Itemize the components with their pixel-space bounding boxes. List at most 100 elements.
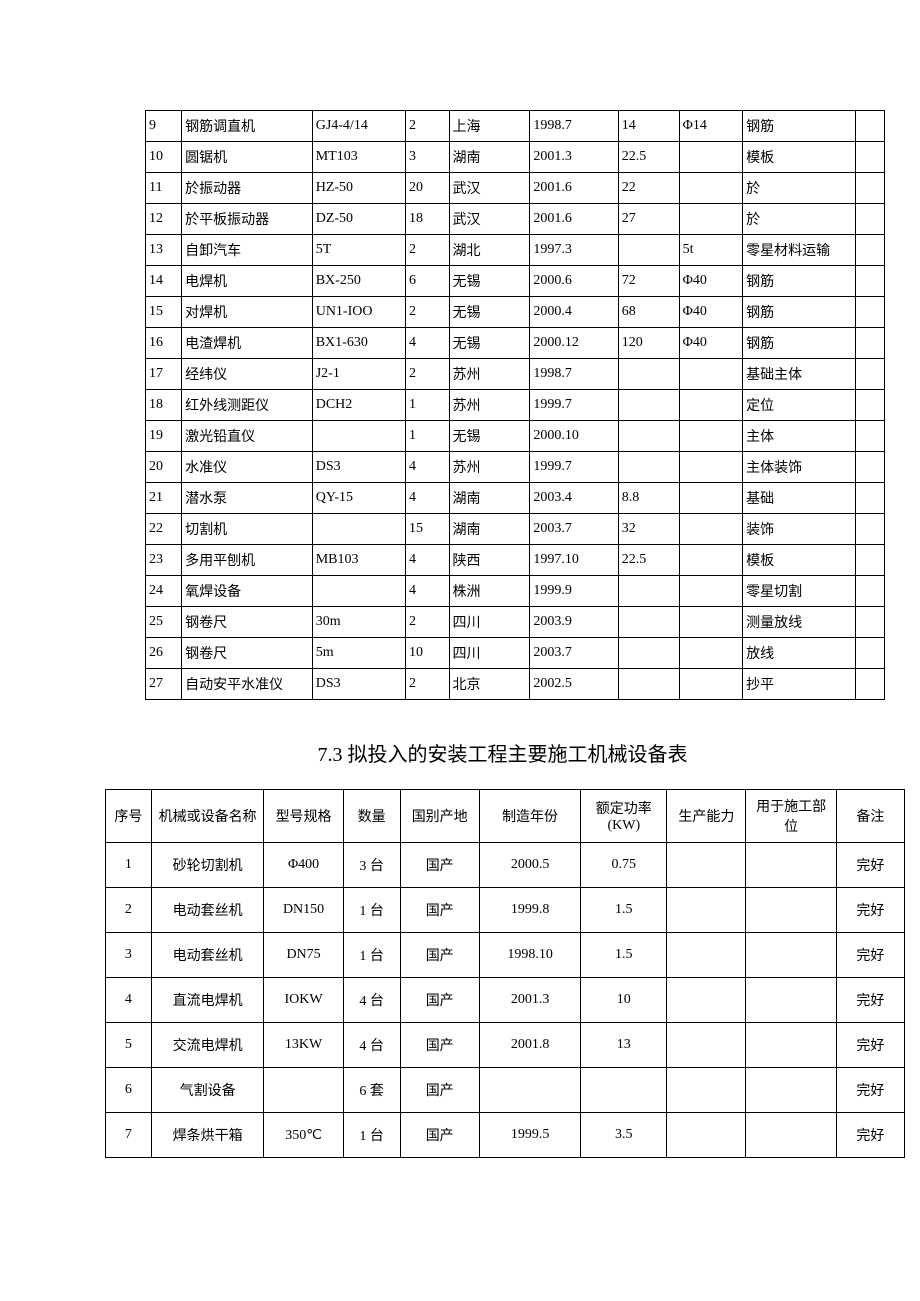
table-cell: 20 bbox=[406, 173, 450, 204]
table-cell bbox=[856, 359, 885, 390]
table-cell: 对焊机 bbox=[182, 297, 313, 328]
table-cell: 32 bbox=[618, 514, 679, 545]
table-cell bbox=[618, 421, 679, 452]
table-cell: DS3 bbox=[312, 452, 405, 483]
table-row: 22切割机15湖南2003.732装饰 bbox=[146, 514, 885, 545]
table-cell bbox=[618, 669, 679, 700]
table-cell: DZ-50 bbox=[312, 204, 405, 235]
table-cell: 基础 bbox=[743, 483, 856, 514]
table-cell bbox=[667, 1068, 746, 1113]
table-header-cell: 序号 bbox=[106, 790, 152, 843]
table-row: 12於平板振动器DZ-5018武汉2001.627於 bbox=[146, 204, 885, 235]
table-header-cell: 数量 bbox=[343, 790, 400, 843]
table-header-cell: 机械或设备名称 bbox=[151, 790, 264, 843]
table-cell: 16 bbox=[146, 328, 182, 359]
table-cell: Φ40 bbox=[679, 328, 742, 359]
table-cell: 北京 bbox=[449, 669, 530, 700]
table-cell: 26 bbox=[146, 638, 182, 669]
table-cell: 17 bbox=[146, 359, 182, 390]
table-cell: 於振动器 bbox=[182, 173, 313, 204]
table-header-cell: 生产能力 bbox=[667, 790, 746, 843]
table-cell: 零星切割 bbox=[743, 576, 856, 607]
table-cell: 武汉 bbox=[449, 204, 530, 235]
table-cell: 1.5 bbox=[581, 933, 667, 978]
table-cell bbox=[679, 607, 742, 638]
table-cell: 红外线测距仪 bbox=[182, 390, 313, 421]
table-cell: 国产 bbox=[400, 978, 479, 1023]
table-cell bbox=[581, 1068, 667, 1113]
table-header-cell: 国别产地 bbox=[400, 790, 479, 843]
table-cell: 1 bbox=[106, 843, 152, 888]
table-cell bbox=[856, 297, 885, 328]
table-cell: BX-250 bbox=[312, 266, 405, 297]
table-cell: 3 bbox=[406, 142, 450, 173]
table-cell: 2001.3 bbox=[530, 142, 618, 173]
table-cell: 2003.4 bbox=[530, 483, 618, 514]
table-cell: 激光铅直仪 bbox=[182, 421, 313, 452]
table-cell: 零星材料运输 bbox=[743, 235, 856, 266]
table-cell bbox=[679, 669, 742, 700]
table-cell: Φ400 bbox=[264, 843, 343, 888]
table-cell bbox=[746, 933, 836, 978]
table-cell bbox=[679, 514, 742, 545]
table-cell: 电动套丝机 bbox=[151, 888, 264, 933]
table-cell: 27 bbox=[146, 669, 182, 700]
table-row: 2电动套丝机DN1501 台国产1999.81.5完好 bbox=[106, 888, 905, 933]
table-row: 25钢卷尺30m2四川2003.9测量放线 bbox=[146, 607, 885, 638]
table-cell bbox=[856, 142, 885, 173]
section-title: 7.3 拟投入的安装工程主要施工机械设备表 bbox=[145, 738, 860, 767]
table-cell: 无锡 bbox=[449, 328, 530, 359]
table-cell bbox=[667, 1023, 746, 1068]
table-cell: 11 bbox=[146, 173, 182, 204]
table-cell: 18 bbox=[146, 390, 182, 421]
table-cell: 国产 bbox=[400, 1023, 479, 1068]
table-cell: 21 bbox=[146, 483, 182, 514]
table-cell: 4 bbox=[406, 576, 450, 607]
table-cell: 湖北 bbox=[449, 235, 530, 266]
table-cell: 9 bbox=[146, 111, 182, 142]
table-cell: GJ4-4/14 bbox=[312, 111, 405, 142]
table-cell: 钢筋 bbox=[743, 111, 856, 142]
table-cell: 潜水泵 bbox=[182, 483, 313, 514]
table-cell: 於 bbox=[743, 173, 856, 204]
table-cell bbox=[856, 173, 885, 204]
table-cell: 放线 bbox=[743, 638, 856, 669]
table-cell: 10 bbox=[581, 978, 667, 1023]
table-header-cell: 额定功率(KW) bbox=[581, 790, 667, 843]
table-cell: 焊条烘干箱 bbox=[151, 1113, 264, 1158]
table-cell bbox=[679, 576, 742, 607]
table-cell: 苏州 bbox=[449, 452, 530, 483]
table-cell: 5T bbox=[312, 235, 405, 266]
table-cell: Φ14 bbox=[679, 111, 742, 142]
table-cell: 22 bbox=[618, 173, 679, 204]
table-header-cell: 用于施工部位 bbox=[746, 790, 836, 843]
table-cell: 72 bbox=[618, 266, 679, 297]
table-cell: 湖南 bbox=[449, 142, 530, 173]
table-cell bbox=[667, 933, 746, 978]
table-cell: 13KW bbox=[264, 1023, 343, 1068]
table-row: 5交流电焊机13KW4 台国产2001.813完好 bbox=[106, 1023, 905, 1068]
table-cell: 水准仪 bbox=[182, 452, 313, 483]
table-row: 21潜水泵QY-154湖南2003.48.8基础 bbox=[146, 483, 885, 514]
table-cell: 钢筋 bbox=[743, 266, 856, 297]
table-cell bbox=[856, 576, 885, 607]
table-cell bbox=[679, 545, 742, 576]
table-cell: 2000.5 bbox=[479, 843, 581, 888]
table-row: 6气割设备6 套国产完好 bbox=[106, 1068, 905, 1113]
table-cell: 装饰 bbox=[743, 514, 856, 545]
table-cell: 1 台 bbox=[343, 1113, 400, 1158]
table-cell bbox=[312, 421, 405, 452]
table-cell: 1998.10 bbox=[479, 933, 581, 978]
table-cell: 4 bbox=[406, 545, 450, 576]
table-cell: 3 bbox=[106, 933, 152, 978]
table-cell: 2001.3 bbox=[479, 978, 581, 1023]
table-cell: 国产 bbox=[400, 843, 479, 888]
table-cell: 模板 bbox=[743, 142, 856, 173]
table-cell: 68 bbox=[618, 297, 679, 328]
table-cell: 1999.5 bbox=[479, 1113, 581, 1158]
table-cell bbox=[746, 1068, 836, 1113]
table-cell: 交流电焊机 bbox=[151, 1023, 264, 1068]
table-cell: 4 bbox=[406, 328, 450, 359]
table-cell: 4 bbox=[106, 978, 152, 1023]
table-row: 16电渣焊机BX1-6304无锡2000.12120Φ40钢筋 bbox=[146, 328, 885, 359]
